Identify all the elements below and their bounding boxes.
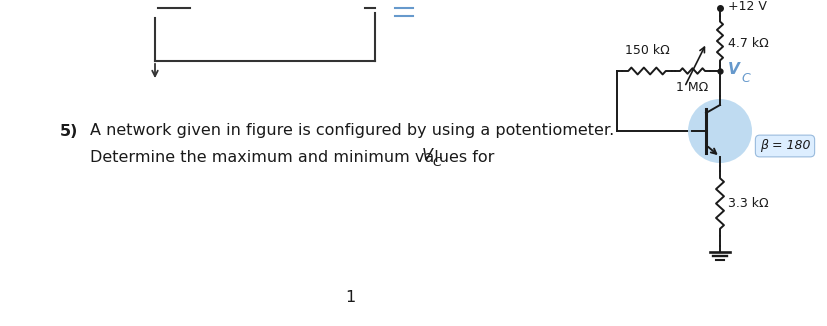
Text: 150 kΩ: 150 kΩ <box>624 44 669 57</box>
Text: C: C <box>741 71 750 84</box>
Text: Determine the maximum and minimum values for: Determine the maximum and minimum values… <box>90 151 500 166</box>
Text: +12 V: +12 V <box>728 0 767 12</box>
Text: C: C <box>432 156 442 169</box>
Text: 5): 5) <box>60 124 79 139</box>
Text: 1: 1 <box>345 290 355 305</box>
Text: V: V <box>422 149 433 164</box>
Text: 4.7 kΩ: 4.7 kΩ <box>728 37 769 50</box>
Text: 3.3 kΩ: 3.3 kΩ <box>728 197 768 210</box>
Text: A network given in figure is configured by using a potentiometer.: A network given in figure is configured … <box>90 124 614 139</box>
Text: 1 MΩ: 1 MΩ <box>676 81 709 94</box>
Text: −: − <box>160 0 170 2</box>
Text: V: V <box>728 62 739 77</box>
Circle shape <box>688 99 752 163</box>
Text: β = 180: β = 180 <box>760 140 810 153</box>
